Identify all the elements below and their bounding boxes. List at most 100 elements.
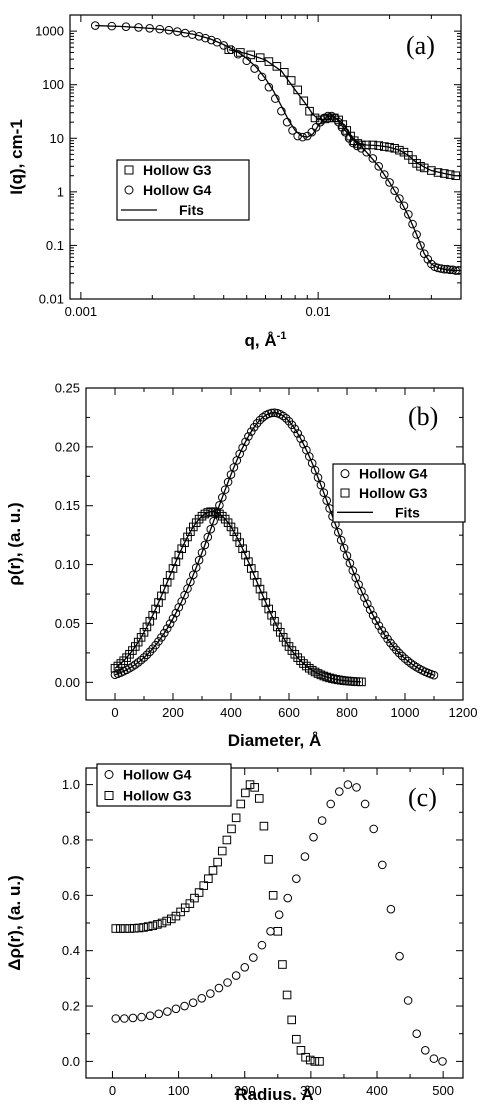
data-point [283,893,293,903]
data-point [160,628,169,638]
data-point [125,924,134,933]
data-point [305,1055,315,1065]
data-point [113,661,123,671]
data-point [194,888,204,897]
y-axis-title: Δρ(r), (a. u.) [5,875,24,970]
data-point [331,674,340,684]
data-point [374,141,384,150]
legend-marker-circle [124,185,134,195]
data-point [299,659,308,668]
x-tick-label: 0 [109,1083,116,1098]
data-point [171,557,181,567]
data-point [319,488,329,498]
data-point [233,49,243,59]
data-point [111,1014,121,1023]
series-hollow-g3 [110,507,366,687]
data-point [408,219,417,229]
data-point [188,30,197,39]
data-point [325,113,335,123]
data-point [278,411,288,421]
x-axis-title-text: q, Å [245,331,277,350]
data-point [203,532,213,542]
data-point [154,1009,164,1019]
data-point [186,527,195,536]
x-axis-title-superscript: -1 [277,330,287,342]
y-tick-label: 0.01 [39,292,64,307]
chart-panel-2: 0 200 400 600 800 1000 1200 0.00 0.05 0.10 0.15 0.2… [5,381,477,751]
data-point [279,68,289,77]
data-point [334,528,343,537]
data-point [352,141,362,151]
data-point [145,23,154,33]
data-point [313,669,323,678]
data-point [257,940,267,950]
panel-label: (b) [408,402,438,431]
data-point [244,557,253,567]
data-point [157,918,167,928]
data-point [168,564,178,573]
data-point [214,983,224,993]
data-point [315,115,325,125]
data-point [305,106,314,116]
data-point [278,633,288,642]
data-point [445,170,455,179]
data-point [142,622,152,632]
data-point [244,432,253,441]
data-point [378,860,387,870]
data-point [395,145,404,155]
data-point [296,434,305,443]
data-point [339,543,349,553]
data-point [218,493,227,502]
data-point [348,566,358,575]
data-point [224,45,234,55]
data-point [379,142,389,151]
data-point [282,117,292,127]
data-point [293,429,303,438]
data-point [293,85,302,95]
data-point [247,427,256,436]
data-point [197,993,207,1003]
data-point [316,670,326,680]
data-point [155,24,165,34]
data-point [226,522,236,532]
x-tick-label: 0.001 [65,304,98,319]
y-tick-label: 100 [42,77,64,92]
legend-label: Fits [179,202,204,218]
data-point [271,94,280,103]
data-point [252,577,262,587]
x-tick-label: 0.01 [305,304,330,319]
legend-label: Hollow G4 [143,182,212,198]
series-hollow-g4 [90,21,461,275]
data-point [119,656,129,666]
data-point [429,670,439,680]
data-point [298,132,307,142]
data-point [220,485,230,494]
data-point [390,186,399,196]
data-point [281,637,291,647]
legend-marker-square [340,488,350,498]
series-hollow-g3 [111,780,324,1066]
data-point [136,633,146,642]
data-point [317,816,327,825]
data-point [148,921,158,931]
data-point [371,616,381,625]
data-point [232,532,242,542]
data-point [412,230,421,239]
data-point [247,564,256,573]
x-axis-title-text: Radius. Å [235,1085,313,1104]
data-point [390,143,399,153]
data-point [190,893,199,903]
data-point [206,524,215,534]
data-point [309,832,318,842]
x-tick-label: 200 [162,705,184,720]
data-point [208,866,218,875]
data-point [151,604,160,614]
fit-line [228,49,461,177]
data-point [231,971,241,980]
data-point [199,881,209,890]
data-point [273,622,282,632]
data-point [255,415,265,425]
legend-box [96,763,232,807]
